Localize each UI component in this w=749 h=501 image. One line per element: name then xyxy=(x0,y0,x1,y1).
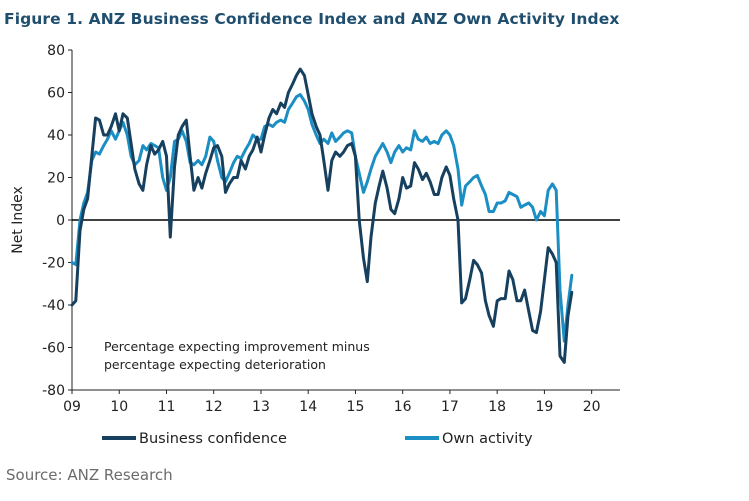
chart-title: Figure 1. ANZ Business Confidence Index … xyxy=(4,10,620,28)
annotation-line-1: Percentage expecting improvement minus xyxy=(104,339,370,354)
x-tick-label-6: 15 xyxy=(347,399,365,415)
y-tick-label-0: 80 xyxy=(47,43,65,59)
series-lines xyxy=(70,67,574,364)
y-axis-label: Net Index xyxy=(10,186,26,254)
x-tick-label-5: 14 xyxy=(299,399,317,415)
x-tick-label-11: 20 xyxy=(583,399,601,415)
y-tick-label-8: -80 xyxy=(42,383,65,399)
x-tick-label-8: 17 xyxy=(441,399,459,415)
x-tick-label-3: 12 xyxy=(205,399,223,415)
y-tick-label-2: 40 xyxy=(47,128,65,144)
y-tick-label-1: 60 xyxy=(47,86,65,102)
x-tick-label-4: 13 xyxy=(252,399,270,415)
series-line-business-confidence xyxy=(70,67,574,364)
x-tick-label-7: 16 xyxy=(394,399,412,415)
legend-label-own-activity: Own activity xyxy=(442,431,533,447)
y-tick-label-5: -20 xyxy=(42,256,65,272)
y-tick-label-4: 0 xyxy=(56,213,65,229)
legend: Business confidence Own activity xyxy=(102,431,533,447)
x-axis-ticks: 09 10 11 12 13 14 15 16 17 18 19 20 xyxy=(63,390,601,415)
legend-label-business-confidence: Business confidence xyxy=(139,431,287,447)
annotation-line-2: percentage expecting deterioration xyxy=(104,357,326,372)
y-axis-ticks: 80 60 40 20 0 -20 -40 -60 -80 xyxy=(42,43,72,399)
y-tick-label-7: -60 xyxy=(42,341,65,357)
y-tick-label-3: 20 xyxy=(47,171,65,187)
source-note: Source: ANZ Research xyxy=(6,466,173,484)
x-tick-label-2: 11 xyxy=(158,399,176,415)
y-tick-label-6: -40 xyxy=(42,298,65,314)
x-tick-label-1: 10 xyxy=(110,399,128,415)
x-tick-label-0: 09 xyxy=(63,399,81,415)
x-tick-label-9: 18 xyxy=(488,399,506,415)
x-tick-label-10: 19 xyxy=(535,399,553,415)
